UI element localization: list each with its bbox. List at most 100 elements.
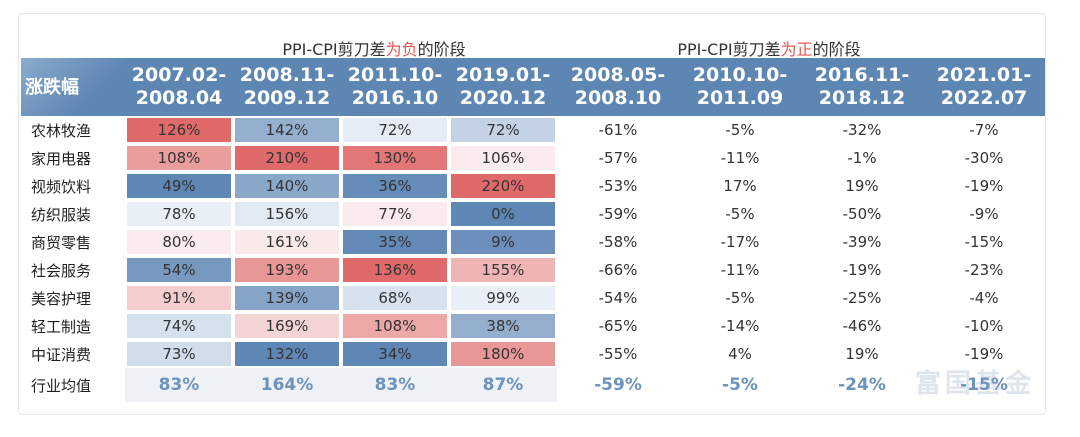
cell-value: -58% xyxy=(598,233,638,251)
data-cell: 210% xyxy=(233,144,341,172)
cell-value: 17% xyxy=(723,177,757,195)
cell-value: 73% xyxy=(127,342,231,366)
cell-value: -19% xyxy=(964,345,1004,363)
cell-value: 220% xyxy=(451,174,555,198)
cell-value: 180% xyxy=(451,342,555,366)
cell-value: 0% xyxy=(451,202,555,226)
negative-title-prefix: PPI-CPI剪刀差 xyxy=(282,40,386,59)
row-label: 视频饮料 xyxy=(31,177,92,196)
row-label: 中证消费 xyxy=(31,345,92,364)
data-cell: 130% xyxy=(341,144,449,172)
data-cell: -53% xyxy=(557,172,679,200)
table-row: 美容护理 91% 139% 68% 99% -54% -5% -25% -4% xyxy=(21,284,1045,312)
negative-title-highlight: 为负 xyxy=(385,40,418,59)
data-cell: -55% xyxy=(557,340,679,368)
average-row: 行业均值 83% 164% 83% 87% -59% -5% -24% -15% xyxy=(21,368,1045,402)
cell-value: 74% xyxy=(127,314,231,338)
cell-value: -14% xyxy=(720,317,760,335)
cell-value: -59% xyxy=(598,205,638,223)
data-cell: 19% xyxy=(801,340,923,368)
cell-value: 35% xyxy=(343,230,447,254)
data-cell: 72% xyxy=(449,116,557,144)
cell-value: -39% xyxy=(842,233,882,251)
negative-title-suffix: 的阶段 xyxy=(417,40,466,59)
data-cell: 155% xyxy=(449,256,557,284)
cell-value: 78% xyxy=(127,202,231,226)
data-cell: 72% xyxy=(341,116,449,144)
cell-value: 139% xyxy=(235,286,339,310)
cell-value: 169% xyxy=(235,314,339,338)
average-cell: -5% xyxy=(722,375,758,395)
cell-value: 77% xyxy=(343,202,447,226)
data-cell: 74% xyxy=(125,312,233,340)
data-cell: 126% xyxy=(125,116,233,144)
cell-value: 108% xyxy=(127,146,231,170)
cell-value: 99% xyxy=(451,286,555,310)
cell-value: 72% xyxy=(451,118,555,142)
cell-value: -5% xyxy=(725,205,755,223)
data-cell: -65% xyxy=(557,312,679,340)
table-row: 纺织服装 78% 156% 77% 0% -59% -5% -50% -9% xyxy=(21,200,1045,228)
period-start: 2008.05- xyxy=(570,64,666,86)
cell-value: -23% xyxy=(964,261,1004,279)
data-cell: 139% xyxy=(233,284,341,312)
cell-value: -17% xyxy=(720,233,760,251)
column-header: 2021.01- 2022.07 xyxy=(923,58,1045,116)
data-cell: 220% xyxy=(449,172,557,200)
data-cell: 142% xyxy=(233,116,341,144)
average-cell: 164% xyxy=(233,368,341,402)
cell-value: -46% xyxy=(842,317,882,335)
data-cell: -30% xyxy=(923,144,1045,172)
data-cell: -46% xyxy=(801,312,923,340)
table-row: 中证消费 73% 132% 34% 180% -55% 4% 19% -19% xyxy=(21,340,1045,368)
data-cell: -59% xyxy=(557,200,679,228)
cell-value: 4% xyxy=(728,345,752,363)
period-start: 2021.01- xyxy=(936,64,1032,86)
cell-value: 19% xyxy=(845,177,879,195)
data-cell: -11% xyxy=(679,256,801,284)
cell-value: 161% xyxy=(235,230,339,254)
data-cell: 19% xyxy=(801,172,923,200)
data-cell: -1% xyxy=(801,144,923,172)
cell-value: 155% xyxy=(451,258,555,282)
column-header: 2019.01- 2020.12 xyxy=(449,58,557,116)
data-cell: 106% xyxy=(449,144,557,172)
row-label: 家用电器 xyxy=(31,149,92,168)
cell-value: -19% xyxy=(842,261,882,279)
period-end: 2009.12 xyxy=(243,87,331,109)
cell-value: -65% xyxy=(598,317,638,335)
cell-value: 140% xyxy=(235,174,339,198)
data-cell: -9% xyxy=(923,200,1045,228)
data-cell: 99% xyxy=(449,284,557,312)
data-cell: 108% xyxy=(341,312,449,340)
row-label: 纺织服装 xyxy=(31,205,92,224)
average-cell: -59% xyxy=(594,375,642,395)
cell-value: 132% xyxy=(235,342,339,366)
cell-value: 156% xyxy=(235,202,339,226)
average-cell: 83% xyxy=(125,368,233,402)
cell-value: 210% xyxy=(235,146,339,170)
cell-value: -61% xyxy=(598,121,638,139)
data-cell: 161% xyxy=(233,228,341,256)
data-cell: 140% xyxy=(233,172,341,200)
data-cell: -23% xyxy=(923,256,1045,284)
cell-value: -54% xyxy=(598,289,638,307)
cell-value: 49% xyxy=(127,174,231,198)
cell-value: 106% xyxy=(451,146,555,170)
data-cell: -19% xyxy=(923,340,1045,368)
cell-value: -5% xyxy=(725,121,755,139)
cell-value: 9% xyxy=(451,230,555,254)
cell-value: 108% xyxy=(343,314,447,338)
negative-phase-title: PPI-CPI剪刀差为负的阶段 xyxy=(209,36,539,59)
data-cell: -14% xyxy=(679,312,801,340)
cell-value: 193% xyxy=(235,258,339,282)
cell-value: 126% xyxy=(127,118,231,142)
data-cell: -10% xyxy=(923,312,1045,340)
watermark-logo: 富国基金 xyxy=(914,369,1035,399)
data-cell: -57% xyxy=(557,144,679,172)
column-header: 2008.11- 2009.12 xyxy=(233,58,341,116)
cell-value: -25% xyxy=(842,289,882,307)
cell-value: 54% xyxy=(127,258,231,282)
header-row: 涨跌幅 2007.02- 2008.04 2008.11- 2009.12 2011… xyxy=(21,58,1045,116)
average-cell: -24% xyxy=(838,375,886,395)
